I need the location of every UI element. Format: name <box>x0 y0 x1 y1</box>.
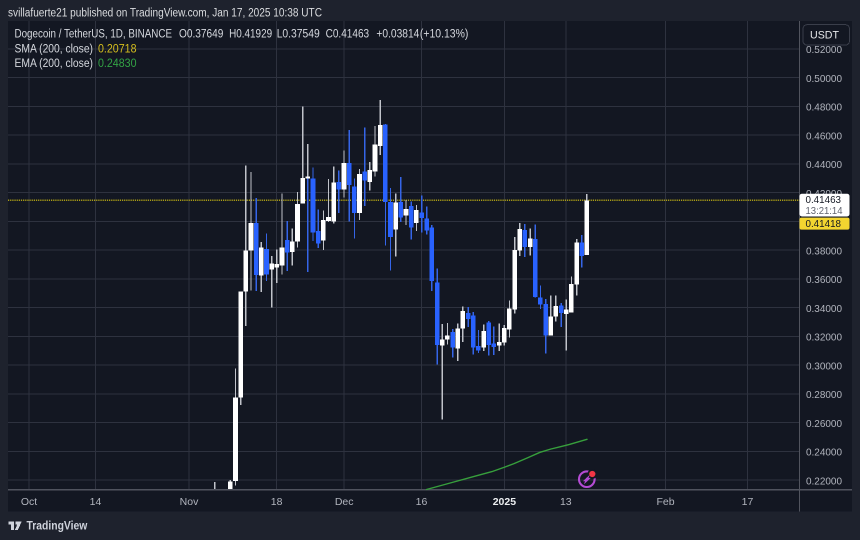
svg-text:0.48000: 0.48000 <box>806 102 842 114</box>
svg-text:svillafuerte21 published on Tr: svillafuerte21 published on TradingView.… <box>8 8 322 20</box>
svg-text:0.36000: 0.36000 <box>806 274 842 286</box>
svg-text:Dogecoin / TetherUS, 1D, BINAN: Dogecoin / TetherUS, 1D, BINANCE O0.37649… <box>15 29 469 41</box>
svg-text:SMA (200, close)0.20718: SMA (200, close) 0.20718 <box>15 43 137 55</box>
svg-text:0.22000: 0.22000 <box>806 475 842 487</box>
svg-text:0.41418: 0.41418 <box>806 218 842 230</box>
svg-text:0.30000: 0.30000 <box>806 360 842 372</box>
svg-text:USDT: USDT <box>810 30 839 42</box>
svg-text:17: 17 <box>742 496 754 508</box>
svg-text:0.32000: 0.32000 <box>806 332 842 344</box>
svg-text:2025: 2025 <box>493 496 517 508</box>
svg-text:13: 13 <box>560 496 572 508</box>
svg-text:16: 16 <box>416 496 428 508</box>
svg-text:0.38000: 0.38000 <box>806 245 842 257</box>
svg-text:0.46000: 0.46000 <box>806 130 842 142</box>
svg-text:Nov: Nov <box>180 496 199 508</box>
svg-text:EMA (200, close)0.24830: EMA (200, close) 0.24830 <box>15 58 137 70</box>
svg-text:TradingView: TradingView <box>27 519 88 533</box>
svg-text:0.34000: 0.34000 <box>806 303 842 315</box>
svg-text:0.41463: 0.41463 <box>806 194 842 206</box>
svg-text:0.26000: 0.26000 <box>806 418 842 430</box>
svg-text:13:21:14: 13:21:14 <box>806 205 843 217</box>
svg-text:0.50000: 0.50000 <box>806 73 842 85</box>
svg-text:0.24000: 0.24000 <box>806 447 842 459</box>
svg-text:14: 14 <box>90 496 102 508</box>
svg-text:0.44000: 0.44000 <box>806 159 842 171</box>
svg-text:Oct: Oct <box>21 496 37 508</box>
svg-text:0.28000: 0.28000 <box>806 389 842 401</box>
svg-text:Dec: Dec <box>335 496 354 508</box>
svg-text:0.52000: 0.52000 <box>806 44 842 56</box>
svg-text:Feb: Feb <box>656 496 674 508</box>
svg-text:18: 18 <box>271 496 283 508</box>
